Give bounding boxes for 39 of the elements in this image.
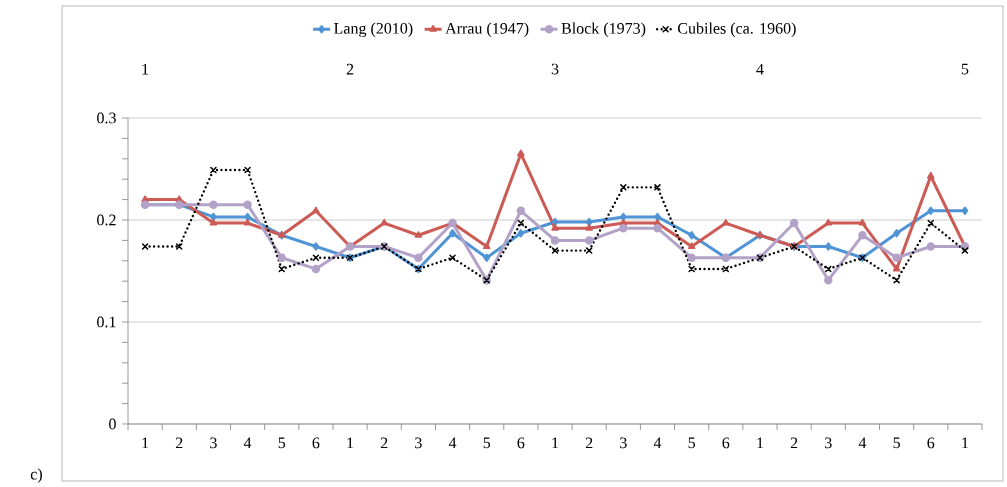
x-tick-label: 1 (552, 437, 559, 449)
x-tick-label: 6 (722, 437, 730, 449)
x2-tick-label: 5 (961, 63, 969, 75)
x2-tick-label: 3 (551, 63, 559, 75)
y-tick-label: 0.3 (97, 112, 116, 124)
x-tick-label: 5 (483, 437, 491, 449)
x-tick-label: 1 (962, 437, 968, 449)
x-tick-label: 2 (380, 437, 388, 449)
x-tick-label: 1 (757, 437, 764, 449)
x-tick-label: 6 (517, 437, 525, 449)
x-tick-label: 1 (347, 437, 354, 449)
x-tick-label: 3 (415, 437, 422, 449)
text: c) (30, 468, 42, 483)
legend-label: Arrau (1947) (445, 22, 529, 37)
y-tick-label: 0.1 (97, 316, 116, 328)
y-tick-label: 0 (109, 418, 116, 430)
x-tick-label: 3 (210, 437, 217, 449)
x2-tick-label: 1 (142, 63, 149, 75)
legend-label: Cubiles (ca. 1960) (678, 22, 796, 37)
x-tick-label: 4 (243, 437, 252, 449)
x-tick-label: 5 (893, 437, 900, 449)
x-tick-label: 3 (620, 437, 627, 449)
x-tick-label: 5 (688, 437, 696, 449)
x-tick-label: 2 (585, 437, 593, 449)
x-tick-label: 1 (142, 437, 149, 449)
y-tick-label: 0.2 (97, 214, 116, 226)
x-tick-label: 4 (858, 437, 867, 449)
legend-label: Lang (2010) (334, 22, 413, 38)
x-tick-label: 2 (175, 437, 183, 449)
legend-label: Block (1973) (561, 22, 646, 37)
x-tick-label: 5 (278, 437, 286, 449)
x-tick-label: 2 (790, 437, 798, 449)
x-tick-label: 4 (448, 437, 457, 449)
x2-tick-label: 2 (346, 63, 354, 75)
x-tick-label: 3 (825, 437, 832, 449)
x-tick-label: 4 (653, 437, 662, 449)
x2-tick-label: 4 (756, 63, 764, 75)
x-tick-label: 6 (927, 437, 935, 449)
x-tick-label: 6 (312, 437, 320, 449)
